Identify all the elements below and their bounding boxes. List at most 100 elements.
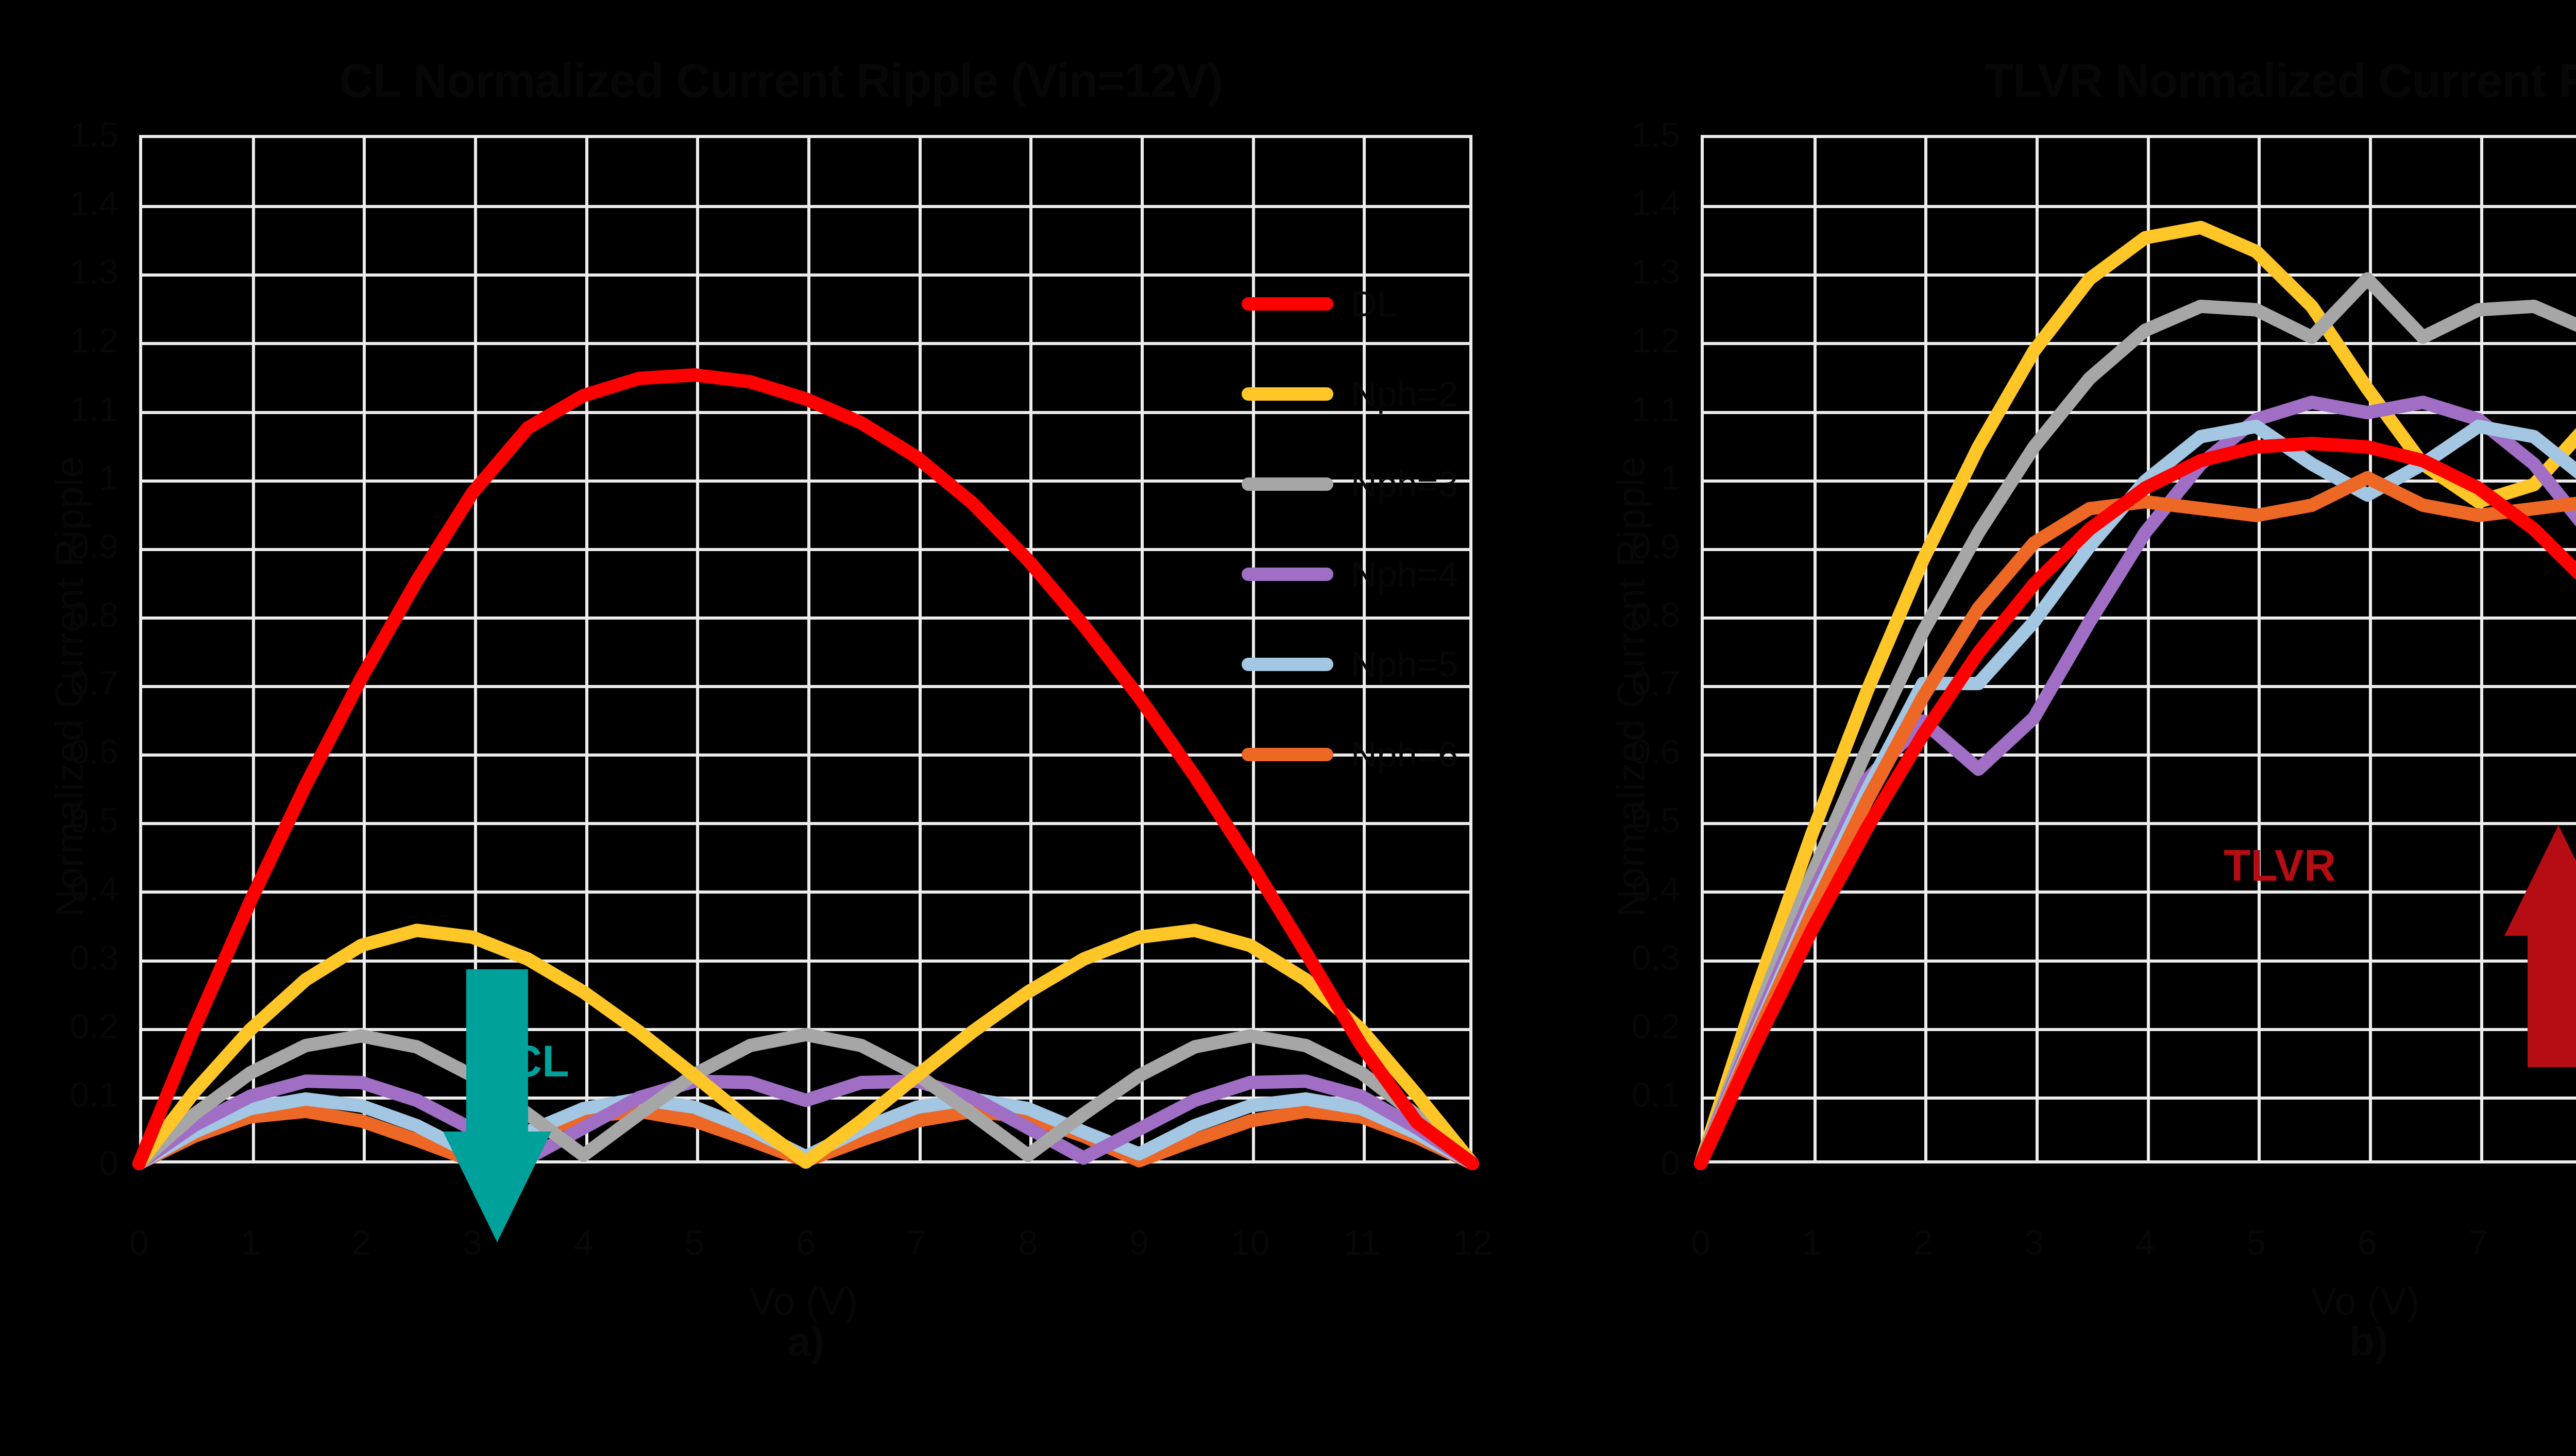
y-axis-tick-label: 0.3 bbox=[1631, 938, 1680, 978]
gridline-vertical bbox=[918, 138, 922, 1160]
x-axis-tick-label: 0 bbox=[1691, 1223, 1710, 1262]
series-line-dl bbox=[132, 368, 1479, 1170]
y-axis-tick-label: 0.5 bbox=[70, 801, 118, 841]
gridline-vertical bbox=[1251, 138, 1255, 1160]
legend-color-swatch bbox=[1242, 747, 1333, 761]
gridline-horizontal bbox=[1704, 890, 2576, 894]
y-axis-tick-label: 1.1 bbox=[1631, 389, 1680, 429]
legend-item[interactable]: Nph=3 bbox=[1242, 439, 1458, 529]
series-curves bbox=[132, 368, 1479, 1170]
gridline-horizontal bbox=[1704, 753, 2576, 757]
gridline-horizontal bbox=[142, 685, 1469, 689]
x-axis-tick-label: 2 bbox=[1913, 1223, 1933, 1262]
gridline-horizontal bbox=[1704, 410, 2576, 414]
gridline-vertical bbox=[1924, 138, 1928, 1160]
y-axis-tick-label: 1.3 bbox=[70, 252, 118, 292]
gridline-horizontal bbox=[1704, 1027, 2576, 1031]
series-line-nph5 bbox=[1694, 419, 2576, 1170]
panel-cl: CL Normalized Current Ripple (Vin=12V) 1.… bbox=[48, 55, 1492, 1324]
x-axis-tick-label: 2 bbox=[351, 1223, 371, 1262]
annotation-label: TLVR bbox=[2224, 841, 2336, 890]
gridline-vertical bbox=[1029, 138, 1033, 1160]
gridline-vertical bbox=[585, 138, 588, 1160]
y-axis-tick-label: 0.1 bbox=[1631, 1075, 1680, 1115]
y-axis-tick-label: 1.3 bbox=[1631, 252, 1680, 292]
y-axis-tick-label: 0 bbox=[99, 1144, 118, 1183]
y-axis-tick-label: 0.6 bbox=[1631, 732, 1680, 772]
gridline-horizontal bbox=[142, 479, 1469, 483]
y-axis-tick-label: 0.6 bbox=[70, 732, 118, 772]
gridline-horizontal bbox=[1704, 616, 2576, 620]
y-axis-tick-label: 0.8 bbox=[1631, 595, 1680, 635]
legend-item-label: Nph=4 bbox=[1351, 554, 1459, 594]
x-axis-tick-label: 7 bbox=[907, 1223, 927, 1262]
x-axis-tick-label: 5 bbox=[685, 1223, 705, 1262]
x-axis-tick-label: 0 bbox=[129, 1223, 149, 1262]
annotation-arrow-up bbox=[2504, 825, 2576, 1067]
y-axis-tick-label: 0 bbox=[1660, 1144, 1680, 1183]
gridline-horizontal bbox=[142, 410, 1469, 414]
x-axis-tick-label: 7 bbox=[2468, 1223, 2488, 1262]
legend-item[interactable]: Nph=4 bbox=[1242, 529, 1458, 619]
x-axis-tick-label: 3 bbox=[463, 1223, 482, 1262]
legend-color-swatch bbox=[1242, 387, 1333, 401]
gridline-horizontal bbox=[142, 273, 1469, 277]
gridline-vertical bbox=[2258, 138, 2261, 1160]
series-line-nph2 bbox=[1694, 220, 2576, 1170]
gridline-vertical bbox=[2146, 138, 2150, 1160]
gridline-vertical bbox=[1363, 138, 1366, 1160]
x-axis-tick-label: 12 bbox=[1453, 1223, 1492, 1262]
plot-title: CL Normalized Current Ripple (Vin=12V) bbox=[339, 55, 1223, 107]
gridline-vertical bbox=[1813, 138, 1817, 1160]
series-line-nph3 bbox=[1694, 272, 2576, 1170]
gridline-horizontal bbox=[142, 616, 1469, 620]
legend-item[interactable]: Nph=5 bbox=[1242, 619, 1458, 709]
legend-item[interactable]: Nph=6 bbox=[1242, 709, 1458, 799]
gridline-vertical bbox=[474, 138, 477, 1160]
x-axis-tick-label: 6 bbox=[796, 1223, 816, 1262]
gridline-vertical bbox=[363, 138, 366, 1160]
legend-item[interactable]: DL bbox=[1242, 259, 1458, 349]
gridline-horizontal bbox=[142, 205, 1469, 209]
gridline-horizontal bbox=[1704, 205, 2576, 209]
legend: DL Nph=2 Nph=3 Nph=4 Nph=5 Nph=6 bbox=[1242, 259, 1458, 799]
legend-item-label: Nph=3 bbox=[1351, 464, 1459, 504]
y-axis-tick-label: 0.2 bbox=[70, 1006, 118, 1046]
gridline-horizontal bbox=[1704, 273, 2576, 277]
y-axis-title: Normalized Current Ripple bbox=[48, 456, 92, 917]
annotation-label: CL bbox=[510, 1037, 569, 1086]
gridline-horizontal bbox=[1704, 959, 2576, 963]
y-axis-tick-label: 1.2 bbox=[70, 321, 118, 361]
legend-color-swatch bbox=[1242, 657, 1333, 671]
series-curves bbox=[1694, 220, 2576, 1170]
y-axis-tick-label: 0.1 bbox=[70, 1075, 118, 1115]
series-line-dl bbox=[1694, 437, 2576, 1170]
y-axis-tick-label: 1.5 bbox=[1631, 115, 1680, 155]
gridline-horizontal bbox=[1704, 822, 2576, 826]
y-axis-tick-label: 0.9 bbox=[70, 526, 118, 566]
legend-item-label: Nph=5 bbox=[1351, 644, 1459, 684]
legend-item[interactable]: Nph=2 bbox=[1242, 349, 1458, 439]
legend-color-swatch bbox=[1242, 477, 1333, 491]
gridline-horizontal bbox=[142, 822, 1469, 826]
gridline-horizontal bbox=[142, 959, 1469, 963]
annotation-arrow-down bbox=[443, 969, 551, 1242]
y-axis-tick-label: 0.5 bbox=[1631, 801, 1680, 841]
gridline-vertical bbox=[2036, 138, 2039, 1160]
x-axis-tick-label: 1 bbox=[1802, 1223, 1822, 1262]
gridline-vertical bbox=[696, 138, 700, 1160]
y-axis-tick-label: 1.1 bbox=[70, 389, 118, 429]
y-axis-tick-label: 1 bbox=[1660, 458, 1680, 498]
plot-title: TLVR Normalized Current Ripple bbox=[1984, 55, 2576, 107]
x-axis-title: Vo (V) bbox=[749, 1280, 858, 1324]
x-axis-title: Vo (V) bbox=[2311, 1280, 2420, 1324]
gridline-vertical bbox=[251, 138, 255, 1160]
legend-item-label: Nph=2 bbox=[1351, 373, 1459, 414]
gridline-horizontal bbox=[1704, 1096, 2576, 1100]
y-axis-tick-label: 1.4 bbox=[70, 184, 118, 224]
series-line-nph6 bbox=[1694, 471, 2576, 1170]
gridline-horizontal bbox=[142, 547, 1469, 551]
y-axis-tick-label: 1.2 bbox=[1631, 321, 1680, 361]
gridline-vertical bbox=[1141, 138, 1144, 1160]
